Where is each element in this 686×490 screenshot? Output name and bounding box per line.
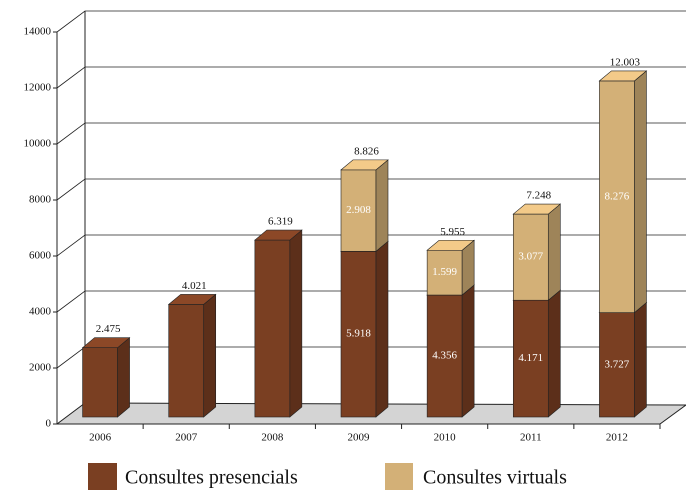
grid-line [56, 66, 686, 89]
bar-front [168, 304, 205, 418]
total-label: 6.319 [268, 216, 293, 228]
y-tick-label: 4000 [29, 306, 52, 318]
total-label: 8.826 [354, 145, 379, 157]
bar-side [547, 203, 561, 301]
legend-label: Consultes virtuals [423, 467, 567, 489]
bar-top [81, 337, 131, 349]
bar-side [634, 302, 647, 418]
bar-side [117, 337, 130, 418]
bar-front [426, 294, 463, 418]
legend-label: Consultes presencials [125, 467, 298, 489]
bar-front [82, 347, 118, 418]
y-tick-label: 0 [46, 418, 52, 430]
y-tick-label: 6000 [29, 250, 52, 262]
legend-swatch [385, 463, 413, 490]
bar-front [599, 312, 635, 418]
bar-front [512, 299, 549, 418]
value-label: 5.918 [346, 328, 371, 340]
y-tick-label: 12000 [24, 82, 52, 94]
x-tick-label: 2010 [434, 432, 457, 444]
bar-top [426, 239, 475, 251]
value-label: 3.077 [518, 251, 543, 263]
grid-line [56, 178, 686, 201]
bar-side [375, 159, 389, 252]
bar-side [375, 240, 389, 418]
total-label: 4.021 [182, 280, 207, 292]
total-label: 7.248 [526, 190, 551, 202]
grid-line [56, 290, 686, 313]
y-tick-label: 8000 [29, 194, 52, 206]
value-label: 4.356 [432, 350, 457, 362]
total-label: 12.003 [610, 56, 641, 68]
value-label: 2.908 [346, 204, 371, 216]
total-label: 5.955 [440, 226, 465, 238]
legend-swatch [88, 463, 117, 490]
x-tick-label: 2011 [520, 432, 542, 444]
bar-top [340, 159, 389, 171]
bar-side [461, 284, 475, 418]
grid-line [56, 10, 686, 33]
grid-line [56, 234, 686, 257]
value-label: 3.727 [605, 358, 630, 370]
y-tick-label: 10000 [24, 138, 52, 150]
bar-top [512, 203, 562, 215]
x-tick-label: 2006 [89, 432, 112, 444]
value-label: 1.599 [432, 266, 457, 278]
x-tick-label: 2007 [175, 432, 198, 444]
total-label: 2.475 [96, 323, 121, 335]
x-tick-label: 2008 [261, 432, 284, 444]
value-label: 4.171 [518, 352, 543, 364]
bar-top [254, 229, 303, 241]
bar-front [340, 169, 377, 252]
bar-front [426, 249, 463, 296]
bar-top [167, 294, 217, 305]
x-tick-label: 2009 [348, 432, 371, 444]
bar-side [203, 293, 217, 418]
bar-front [254, 239, 291, 418]
x-tick-label: 2012 [606, 432, 628, 444]
bar-front [340, 250, 377, 418]
y-tick-label: 14000 [24, 26, 52, 38]
bar-top [598, 70, 648, 82]
grid-line [56, 122, 686, 145]
value-label: 8.276 [605, 190, 630, 202]
bar-side [634, 70, 647, 314]
bar-side [289, 229, 303, 418]
bar-front [512, 213, 549, 301]
y-tick-label: 2000 [29, 362, 52, 374]
bar-side [547, 289, 561, 418]
